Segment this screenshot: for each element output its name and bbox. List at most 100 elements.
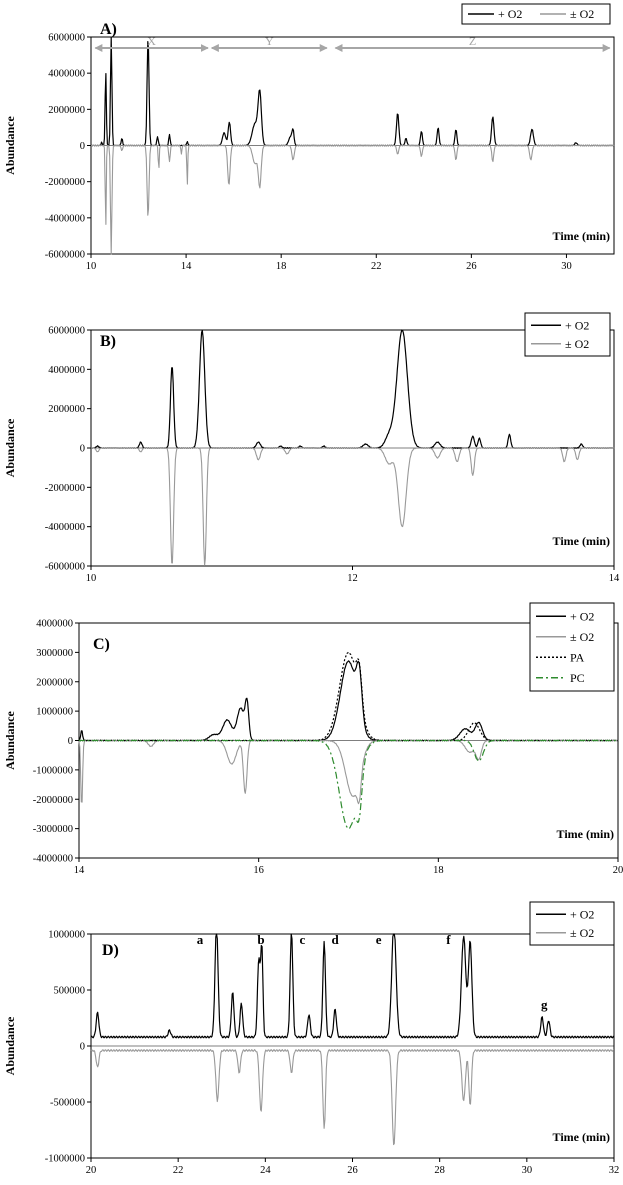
- x-axis-title: Time (min): [557, 827, 614, 841]
- y-tick-label: -4000000: [45, 213, 85, 224]
- peak-label: f: [446, 932, 451, 947]
- x-tick-label: 18: [433, 865, 444, 876]
- legend: + O2 ± O2: [529, 901, 615, 946]
- y-tick-label: 4000000: [48, 69, 85, 80]
- peak-label: c: [299, 932, 305, 947]
- series-line-o2: [90, 36, 615, 147]
- series-line-o2: [90, 447, 615, 566]
- chart-panel-c: 4000000 3000000 2000000 1000000 0 -1000000 -20…: [3, 602, 623, 876]
- legend: + O2 ± O2: [524, 312, 611, 357]
- chart-panel-a: 6000000 4000000 2000000 0 -2000000 -4000000 -6…: [3, 3, 615, 272]
- y-tick-label: 0: [80, 444, 85, 455]
- x-tick-label: 14: [609, 573, 620, 584]
- panel-label: B): [100, 333, 116, 350]
- y-tick-label: -4000000: [33, 854, 73, 865]
- peak-label: b: [257, 932, 264, 947]
- x-tick-label: 30: [561, 261, 572, 272]
- y-tick-label: 2000000: [48, 404, 85, 415]
- peak-label: a: [197, 932, 204, 947]
- x-axis-title: Time (min): [553, 229, 610, 243]
- peak-label: d: [331, 932, 339, 947]
- legend-box: [529, 901, 615, 946]
- x-tick-label: 28: [434, 1165, 445, 1176]
- chart-panel-b: 6000000 4000000 2000000 0 -2000000 -4000000 -6…: [3, 312, 620, 584]
- x-tick-label: 14: [181, 261, 192, 272]
- x-tick-label: 24: [260, 1165, 271, 1176]
- x-tick-label: 20: [86, 1165, 97, 1176]
- x-tick-label: 32: [609, 1165, 620, 1176]
- y-tick-label: -2000000: [45, 483, 85, 494]
- x-tick-label: 14: [74, 865, 85, 876]
- legend: + O2 ± O2 PA PC: [529, 602, 615, 692]
- x-tick-label: 26: [347, 1165, 358, 1176]
- y-tick-label: 0: [68, 736, 73, 747]
- x-tick-label: 10: [86, 573, 97, 584]
- y-tick-label: -6000000: [45, 562, 85, 573]
- range-label: Z: [469, 34, 476, 48]
- y-tick-label: -2000000: [33, 795, 73, 806]
- legend-entry: + O2: [570, 907, 594, 921]
- x-tick-label: 22: [173, 1165, 184, 1176]
- peak-label: e: [376, 932, 382, 947]
- legend-entry: PC: [570, 671, 585, 685]
- range-label: Y: [265, 34, 274, 48]
- legend-box: [524, 312, 611, 357]
- legend-entry: + O2: [498, 7, 522, 21]
- y-tick-label: 1000000: [48, 930, 85, 941]
- y-tick-label: -2000000: [45, 177, 85, 188]
- legend-entry: PA: [570, 650, 585, 664]
- series-line-o2: [78, 739, 619, 805]
- y-axis-title: Abundance: [3, 710, 17, 769]
- y-axis-title: Abundance: [3, 115, 17, 174]
- y-tick-label: 2000000: [36, 677, 73, 688]
- x-tick-label: 12: [347, 573, 358, 584]
- y-tick-label: -500000: [50, 1098, 85, 1109]
- y-tick-label: 6000000: [48, 33, 85, 44]
- y-tick-label: 2000000: [48, 105, 85, 116]
- legend-entry: ± O2: [570, 926, 594, 940]
- peak-label: g: [541, 997, 548, 1012]
- x-axis-title: Time (min): [553, 1130, 610, 1144]
- x-tick-label: 18: [276, 261, 287, 272]
- x-tick-label: 20: [613, 865, 623, 876]
- y-tick-label: -1000000: [45, 1154, 85, 1165]
- series-line-pc: [78, 739, 619, 830]
- x-tick-label: 30: [522, 1165, 533, 1176]
- legend: + O2 ± O2: [461, 3, 611, 25]
- y-tick-label: 6000000: [48, 326, 85, 337]
- y-tick-label: 3000000: [36, 648, 73, 659]
- y-tick-label: -6000000: [45, 250, 85, 261]
- x-axis-title: Time (min): [553, 534, 610, 548]
- y-tick-label: 0: [80, 141, 85, 152]
- panel-label: D): [102, 942, 119, 959]
- y-tick-label: 500000: [54, 986, 86, 997]
- legend-entry: + O2: [565, 318, 589, 332]
- legend-box: [529, 602, 615, 692]
- legend-entry: ± O2: [570, 7, 594, 21]
- y-tick-label: 4000000: [48, 365, 85, 376]
- panel-label: A): [100, 21, 117, 38]
- legend-entry: ± O2: [565, 337, 589, 351]
- x-tick-label: 16: [253, 865, 264, 876]
- y-tick-label: -1000000: [33, 765, 73, 776]
- series-line-o2: [90, 933, 615, 1039]
- legend-box: [461, 3, 611, 25]
- y-tick-label: 1000000: [36, 707, 73, 718]
- panel-label: C): [93, 636, 110, 653]
- series-line-o2: [90, 144, 615, 255]
- y-tick-label: -4000000: [45, 522, 85, 533]
- y-axis-title: Abundance: [3, 1016, 17, 1075]
- legend-entry: ± O2: [570, 630, 594, 644]
- range-label: X: [147, 34, 156, 48]
- series-line-o2: [90, 1049, 614, 1146]
- y-tick-label: -3000000: [33, 824, 73, 835]
- y-axis-title: Abundance: [3, 418, 17, 477]
- x-tick-label: 22: [371, 261, 382, 272]
- y-tick-label: 0: [80, 1042, 85, 1053]
- x-tick-label: 10: [86, 261, 97, 272]
- legend-entry: + O2: [570, 609, 594, 623]
- y-tick-label: 4000000: [36, 619, 73, 630]
- x-tick-label: 26: [466, 261, 477, 272]
